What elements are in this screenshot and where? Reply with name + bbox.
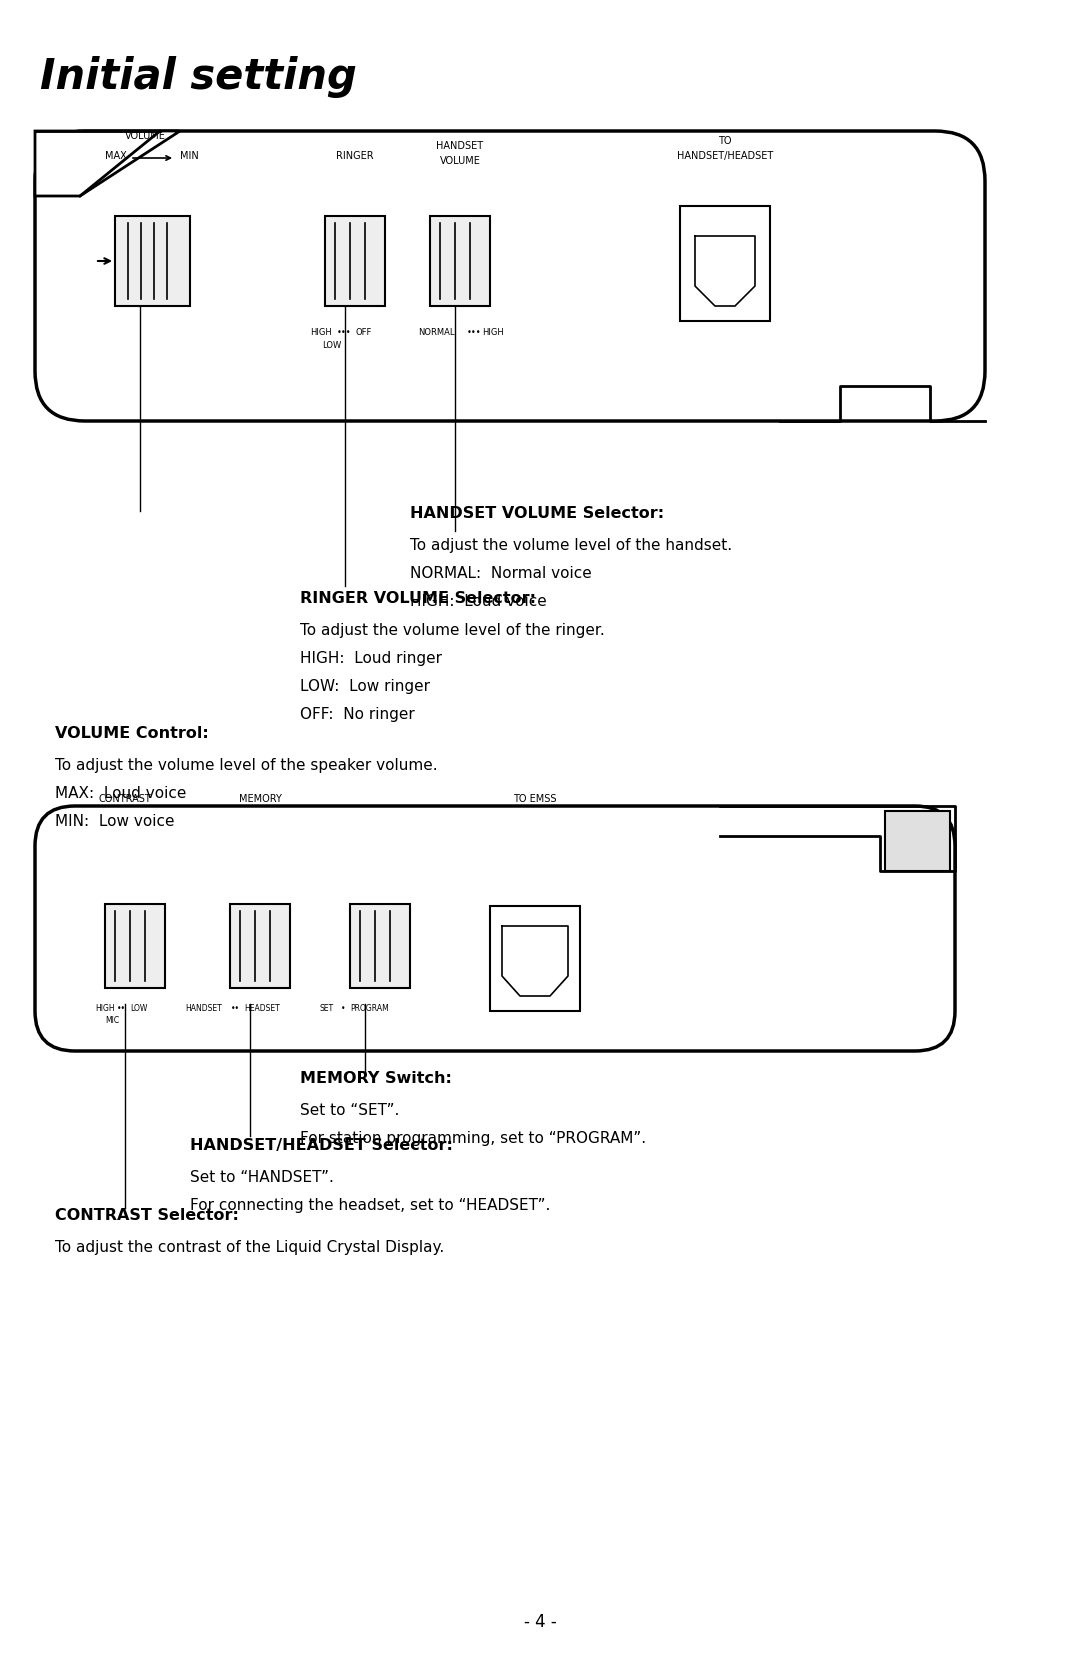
Text: VOLUME Control:: VOLUME Control:	[55, 726, 208, 741]
FancyBboxPatch shape	[35, 132, 985, 421]
Text: HANDSET VOLUME Selector:: HANDSET VOLUME Selector:	[410, 506, 664, 521]
Text: PROGRAM: PROGRAM	[350, 1005, 389, 1013]
Text: To adjust the volume level of the handset.: To adjust the volume level of the handse…	[410, 538, 732, 553]
Text: MIC: MIC	[105, 1016, 119, 1025]
Polygon shape	[35, 132, 180, 197]
Text: •••: •••	[337, 328, 352, 337]
Text: MAX:  Loud voice: MAX: Loud voice	[55, 786, 187, 801]
Bar	[350, 905, 410, 988]
Text: For station programming, set to “PROGRAM”.: For station programming, set to “PROGRAM…	[300, 1131, 646, 1146]
Bar	[490, 906, 580, 1011]
Text: SET: SET	[320, 1005, 334, 1013]
Text: HIGH: HIGH	[482, 328, 503, 337]
Text: MEMORY Switch:: MEMORY Switch:	[300, 1071, 451, 1086]
Text: LOW: LOW	[130, 1005, 147, 1013]
Text: HANDSET/HEADSET Selector:: HANDSET/HEADSET Selector:	[190, 1138, 453, 1153]
Text: ••: ••	[231, 1005, 240, 1013]
Text: ••: ••	[117, 1005, 126, 1013]
Text: To adjust the contrast of the Liquid Crystal Display.: To adjust the contrast of the Liquid Cry…	[55, 1240, 444, 1254]
Text: LOW: LOW	[322, 342, 341, 350]
Text: MIN:  Low voice: MIN: Low voice	[55, 815, 175, 830]
Text: TO EMSS: TO EMSS	[513, 795, 557, 805]
Text: VOLUME: VOLUME	[124, 132, 165, 142]
Text: HIGH: HIGH	[310, 328, 332, 337]
Text: To adjust the volume level of the ringer.: To adjust the volume level of the ringer…	[300, 623, 605, 638]
Text: Set to “SET”.: Set to “SET”.	[300, 1103, 400, 1118]
Bar	[230, 905, 291, 988]
Text: MAX: MAX	[105, 152, 126, 162]
Text: HANDSET/HEADSET: HANDSET/HEADSET	[677, 152, 773, 162]
Text: •••: •••	[467, 328, 482, 337]
Text: HIGH:  Loud ringer: HIGH: Loud ringer	[300, 651, 442, 666]
Text: HEADSET: HEADSET	[244, 1005, 280, 1013]
Text: RINGER: RINGER	[336, 152, 374, 162]
Bar	[885, 811, 950, 871]
Text: NORMAL: NORMAL	[418, 328, 455, 337]
Text: LOW:  Low ringer: LOW: Low ringer	[300, 680, 430, 695]
Text: OFF: OFF	[355, 328, 372, 337]
Text: HIGH: HIGH	[95, 1005, 114, 1013]
Text: HIGH:  Loud voice: HIGH: Loud voice	[410, 595, 546, 610]
Text: Initial setting: Initial setting	[40, 57, 356, 98]
Bar	[430, 217, 490, 307]
Text: MIN: MIN	[180, 152, 199, 162]
Bar	[680, 207, 770, 322]
Text: HANDSET: HANDSET	[185, 1005, 221, 1013]
Text: •: •	[341, 1005, 346, 1013]
Text: CONTRAST Selector:: CONTRAST Selector:	[55, 1208, 239, 1223]
Text: NORMAL:  Normal voice: NORMAL: Normal voice	[410, 566, 592, 581]
FancyBboxPatch shape	[35, 806, 955, 1051]
Bar	[114, 217, 190, 307]
Text: - 4 -: - 4 -	[524, 1613, 556, 1631]
Text: For connecting the headset, set to “HEADSET”.: For connecting the headset, set to “HEAD…	[190, 1198, 551, 1213]
Text: VOLUME: VOLUME	[440, 157, 481, 167]
Text: To adjust the volume level of the speaker volume.: To adjust the volume level of the speake…	[55, 758, 437, 773]
Text: TO: TO	[718, 137, 732, 147]
Text: HANDSET: HANDSET	[436, 142, 484, 152]
Bar	[325, 217, 384, 307]
Text: OFF:  No ringer: OFF: No ringer	[300, 706, 415, 721]
Text: Set to “HANDSET”.: Set to “HANDSET”.	[190, 1170, 334, 1185]
Text: CONTRAST: CONTRAST	[98, 795, 151, 805]
Bar	[105, 905, 165, 988]
Text: MEMORY: MEMORY	[239, 795, 282, 805]
Text: RINGER VOLUME Selector:: RINGER VOLUME Selector:	[300, 591, 536, 606]
